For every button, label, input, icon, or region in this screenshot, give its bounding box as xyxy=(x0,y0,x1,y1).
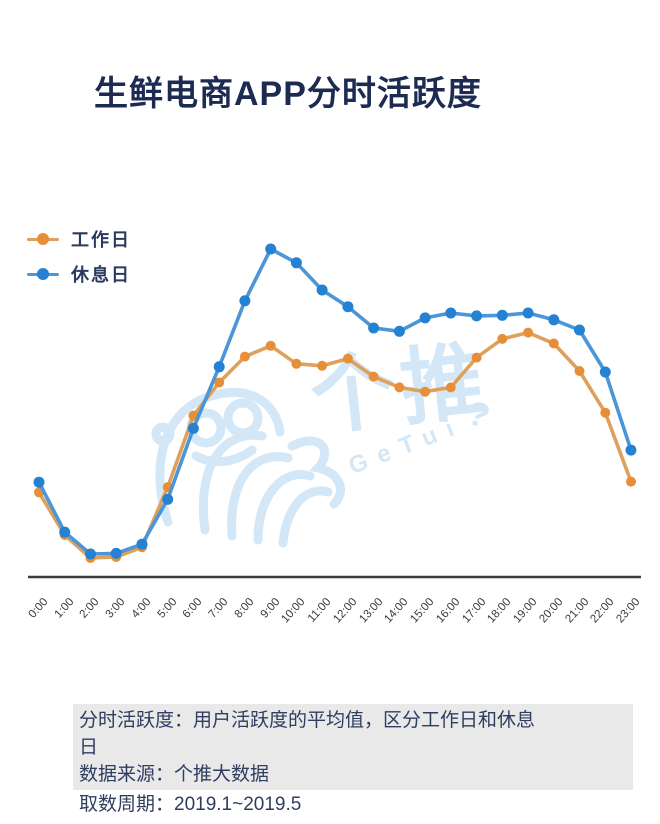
data-point-workday-15:00 xyxy=(420,386,431,397)
mascot-shell-rib xyxy=(198,430,267,535)
footnote-grey-box: 分时活跃度：用户活跃度的平均值，区分工作日和休息日 数据来源：个推大数据 xyxy=(73,704,633,790)
data-point-restday-13:00 xyxy=(368,322,380,334)
data-point-restday-7:00 xyxy=(213,361,225,373)
footnote-definition: 分时活跃度：用户活跃度的平均值，区分工作日和休息日 xyxy=(79,710,536,758)
footnote-source: 数据来源：个推大数据 xyxy=(79,764,270,785)
data-point-restday-3:00 xyxy=(110,547,122,559)
mascot-shell-rib xyxy=(253,470,315,545)
data-point-workday-10:00 xyxy=(291,358,302,369)
data-point-workday-23:00 xyxy=(626,476,636,487)
series-line-restday xyxy=(37,247,633,556)
data-point-restday-15:00 xyxy=(419,312,431,324)
data-point-restday-8:00 xyxy=(239,295,251,307)
data-point-restday-21:00 xyxy=(574,324,585,336)
legend-item-休息日: 休息日 xyxy=(27,256,131,291)
mascot-bubble xyxy=(151,422,175,446)
chart-legend: 工作日 休息日 xyxy=(27,221,131,291)
data-point-workday-14:00 xyxy=(394,382,405,393)
legend-marker-icon xyxy=(27,232,59,245)
mascot-shell-rib xyxy=(227,452,293,541)
data-point-restday-14:00 xyxy=(393,325,405,337)
data-point-workday-11:00 xyxy=(317,360,328,371)
data-point-workday-13:00 xyxy=(368,371,379,382)
data-point-workday-8:00 xyxy=(239,351,250,362)
data-point-restday-23:00 xyxy=(625,444,637,456)
legend-marker-icon xyxy=(27,267,59,280)
data-point-restday-6:00 xyxy=(187,422,199,434)
data-point-workday-20:00 xyxy=(548,338,559,349)
data-point-restday-22:00 xyxy=(599,366,611,378)
mascot-mouth xyxy=(191,445,257,467)
data-point-restday-12:00 xyxy=(342,301,354,313)
data-point-restday-5:00 xyxy=(162,493,174,505)
data-point-restday-10:00 xyxy=(290,257,302,269)
data-point-workday-7:00 xyxy=(214,377,225,388)
data-point-workday-19:00 xyxy=(523,327,534,338)
data-point-restday-9:00 xyxy=(265,243,277,255)
data-point-workday-22:00 xyxy=(600,407,611,418)
page-title: 生鲜电商APP分时活跃度 xyxy=(94,75,482,113)
footnote-period: 取数周期：2019.1~2019.5 xyxy=(79,794,302,815)
data-point-restday-2:00 xyxy=(85,548,96,560)
data-point-workday-21:00 xyxy=(574,366,585,376)
data-point-restday-18:00 xyxy=(496,309,508,321)
data-point-restday-16:00 xyxy=(445,307,457,319)
footnote-block: 分时活跃度：用户活跃度的平均值，区分工作日和休息日 数据来源：个推大数据 取数周… xyxy=(73,704,633,818)
legend-item-工作日: 工作日 xyxy=(27,221,131,256)
series-line-workday xyxy=(37,330,633,560)
legend-label: 休息日 xyxy=(71,264,131,285)
data-point-restday-11:00 xyxy=(316,284,328,296)
data-point-workday-18:00 xyxy=(497,333,508,344)
data-point-workday-16:00 xyxy=(445,382,456,393)
data-point-restday-1:00 xyxy=(59,526,71,538)
data-point-restday-0:00 xyxy=(33,476,45,488)
legend-label: 工作日 xyxy=(71,229,131,250)
data-point-workday-12:00 xyxy=(342,353,353,364)
mascot-arm xyxy=(287,436,345,509)
data-point-restday-4:00 xyxy=(136,538,148,550)
mascot-shell-rib xyxy=(278,486,333,548)
data-point-restday-20:00 xyxy=(548,314,560,326)
data-point-workday-17:00 xyxy=(471,352,482,363)
data-point-workday-9:00 xyxy=(265,340,276,351)
data-point-restday-19:00 xyxy=(522,307,534,319)
data-point-restday-17:00 xyxy=(471,310,483,322)
